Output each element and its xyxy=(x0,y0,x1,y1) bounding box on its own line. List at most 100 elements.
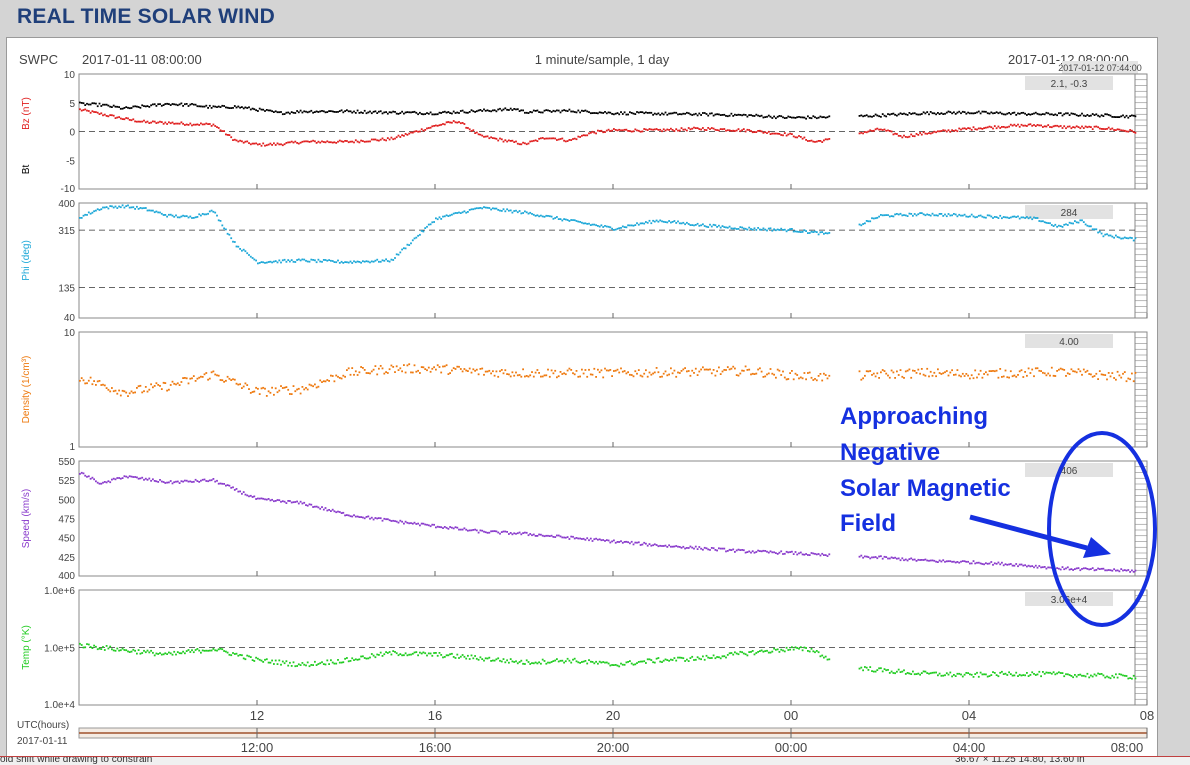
data-point xyxy=(1063,125,1066,128)
data-point xyxy=(792,230,795,233)
data-point xyxy=(79,101,81,104)
data-point xyxy=(322,259,325,261)
data-point xyxy=(556,139,558,141)
data-point xyxy=(360,111,362,114)
data-point xyxy=(520,533,523,536)
data-point xyxy=(776,132,779,135)
data-point xyxy=(604,111,606,113)
data-point xyxy=(931,212,934,215)
data-point xyxy=(931,131,934,134)
data-point xyxy=(1006,674,1009,676)
data-point xyxy=(419,651,421,654)
data-point xyxy=(696,127,699,129)
data-point xyxy=(219,106,222,108)
data-point xyxy=(653,128,656,131)
data-point xyxy=(792,116,795,119)
data-point xyxy=(787,551,790,554)
data-point xyxy=(787,649,790,651)
data-point xyxy=(564,109,567,112)
data-point xyxy=(659,544,662,547)
annotation-line-1: Approaching xyxy=(840,403,988,430)
data-point xyxy=(369,372,371,375)
data-point xyxy=(451,213,453,216)
data-point xyxy=(890,113,893,115)
data-point xyxy=(244,382,247,385)
data-point xyxy=(378,367,380,370)
data-point xyxy=(1074,674,1076,676)
data-point xyxy=(1033,673,1035,675)
data-point xyxy=(769,227,772,230)
data-point xyxy=(84,646,87,649)
data-point xyxy=(1074,568,1076,570)
data-point xyxy=(136,205,138,208)
data-point xyxy=(1098,115,1101,118)
data-point xyxy=(445,364,448,367)
data-point xyxy=(237,105,240,108)
data-point xyxy=(976,216,978,218)
data-point xyxy=(691,224,694,226)
data-point xyxy=(648,658,651,661)
data-point xyxy=(524,111,526,114)
data-point xyxy=(365,372,368,374)
data-point xyxy=(1098,370,1101,372)
data-point xyxy=(253,660,256,662)
data-point xyxy=(700,658,702,661)
readout-box xyxy=(1025,76,1113,90)
data-point xyxy=(586,223,589,225)
data-point xyxy=(874,128,877,131)
data-point xyxy=(817,553,820,555)
data-point xyxy=(383,259,386,262)
data-point xyxy=(134,120,136,123)
data-point xyxy=(171,214,174,217)
data-point xyxy=(698,128,701,130)
data-point xyxy=(123,118,126,121)
data-point xyxy=(824,374,827,376)
data-point xyxy=(805,117,807,120)
data-point xyxy=(944,560,946,563)
data-point xyxy=(801,137,804,140)
data-point xyxy=(269,260,272,263)
panel-frame xyxy=(78,202,1148,319)
data-point xyxy=(185,650,188,652)
data-point xyxy=(636,111,638,113)
data-point xyxy=(1095,113,1098,116)
data-point xyxy=(273,663,275,665)
data-point xyxy=(296,500,298,503)
data-point xyxy=(463,111,466,114)
data-point xyxy=(401,370,403,373)
data-point xyxy=(175,480,177,483)
data-point xyxy=(723,655,726,658)
data-point xyxy=(785,646,788,649)
data-point xyxy=(664,370,667,373)
data-point xyxy=(858,115,861,117)
data-point xyxy=(999,368,1002,370)
data-point xyxy=(1116,569,1119,572)
data-point xyxy=(572,110,574,113)
data-point xyxy=(942,372,945,375)
data-point xyxy=(910,673,913,675)
data-point xyxy=(559,535,562,538)
data-point xyxy=(871,115,873,118)
data-point xyxy=(159,120,161,123)
data-point xyxy=(817,651,820,654)
data-point xyxy=(365,112,368,115)
data-point xyxy=(621,129,624,132)
data-point xyxy=(1102,235,1105,238)
data-point xyxy=(926,367,929,370)
data-point xyxy=(874,217,877,220)
data-point xyxy=(184,124,186,126)
data-point xyxy=(248,388,250,390)
data-point xyxy=(278,499,281,502)
data-point xyxy=(403,364,405,366)
data-point xyxy=(783,552,786,555)
data-point xyxy=(299,141,302,144)
data-point xyxy=(726,226,729,229)
data-point xyxy=(109,390,112,393)
data-point xyxy=(1097,567,1099,570)
data-point xyxy=(1017,565,1019,568)
data-point xyxy=(216,479,218,482)
data-point xyxy=(187,216,190,219)
data-point xyxy=(675,375,678,378)
data-point xyxy=(782,553,784,555)
data-point xyxy=(751,372,754,375)
